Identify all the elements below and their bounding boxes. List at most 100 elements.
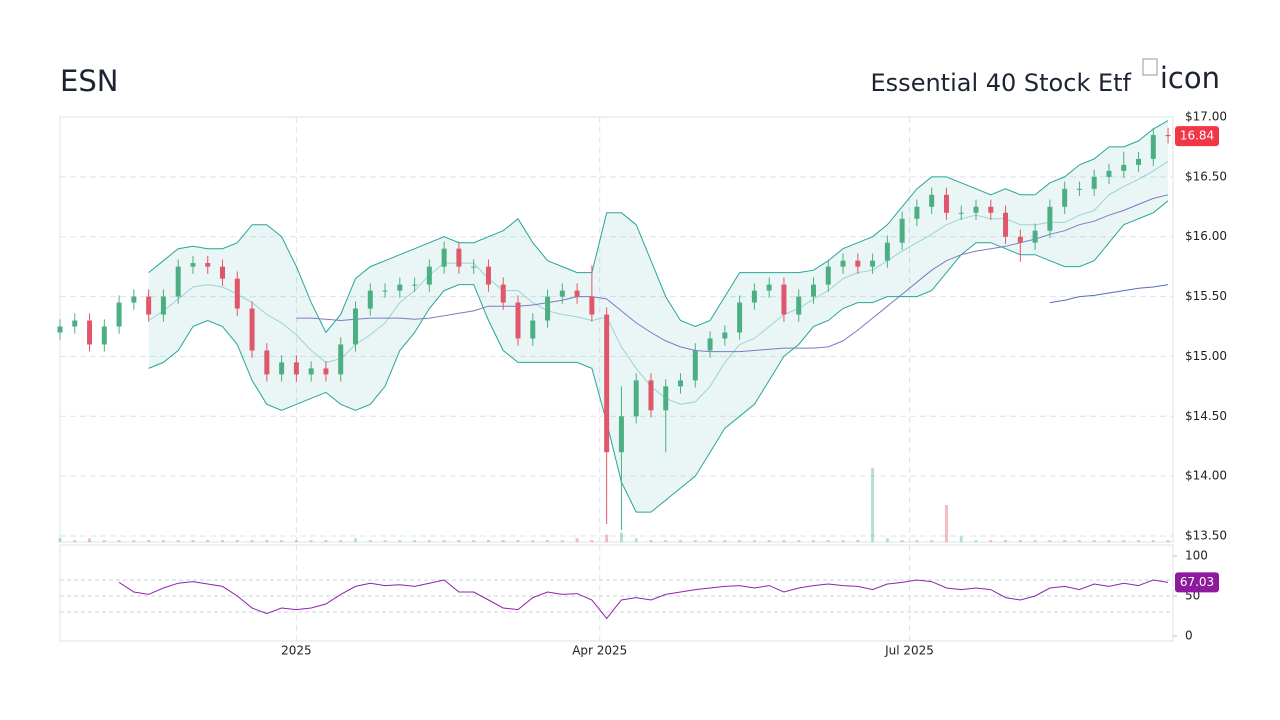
candle-body — [855, 260, 861, 267]
candle-body — [530, 320, 536, 339]
volume-bar — [265, 540, 269, 542]
candle-body — [249, 308, 255, 351]
candle-body — [57, 326, 63, 333]
y-tick-label: $14.00 — [1185, 469, 1227, 483]
candle-body — [1003, 212, 1009, 237]
volume-bar — [147, 540, 151, 542]
rsi-panel — [59, 544, 1174, 642]
candle-body — [308, 368, 314, 375]
candle-body — [515, 302, 521, 339]
candle-body — [1076, 188, 1082, 190]
candle-body — [751, 290, 757, 303]
candle-body — [412, 284, 418, 286]
volume-bar — [1137, 540, 1141, 542]
candle-body — [870, 260, 876, 267]
candle-body — [1062, 188, 1068, 207]
candle-body — [914, 206, 920, 219]
volume-bar — [590, 540, 594, 542]
candle-body — [559, 290, 565, 297]
volume-bar — [782, 540, 786, 542]
volume-bar — [959, 536, 963, 542]
candle-body — [1150, 134, 1156, 159]
volume-bar — [102, 540, 106, 542]
candle-body — [264, 350, 270, 375]
candle-body — [722, 332, 728, 339]
candle-body — [116, 302, 122, 327]
volume-bar — [413, 540, 417, 542]
candle-body — [545, 296, 551, 321]
y-tick-label: $16.00 — [1185, 229, 1227, 243]
y-tick-label: $16.50 — [1185, 169, 1227, 183]
volume-bar — [974, 540, 978, 542]
candle-body — [441, 248, 447, 267]
volume-bar — [560, 540, 564, 542]
volume-bar — [442, 540, 446, 542]
band-middle — [148, 160, 1169, 405]
candle-body — [293, 362, 299, 375]
volume-bar — [767, 540, 771, 542]
volume-bar — [1077, 540, 1081, 542]
volume-bar — [1048, 540, 1052, 542]
volume-bar — [457, 540, 461, 542]
candle-body — [160, 296, 166, 315]
candle-body — [1106, 170, 1112, 177]
volume-bar — [486, 540, 490, 542]
candle-body — [1136, 158, 1142, 165]
volume-bar — [235, 540, 239, 542]
candle-body — [87, 320, 93, 345]
volume-bar — [841, 540, 845, 542]
chart-title: ESN — [60, 64, 118, 98]
volume-bar — [472, 540, 476, 542]
candle-body — [692, 350, 698, 381]
volume-bar — [88, 538, 92, 542]
volume-bar — [206, 540, 210, 542]
volume-bar — [1092, 540, 1096, 542]
candle-body — [279, 362, 285, 375]
candle-body — [633, 380, 639, 417]
volume-bar — [826, 540, 830, 542]
volume-bar — [856, 540, 860, 542]
candle-body — [456, 248, 462, 267]
volume-bar — [797, 540, 801, 542]
volume-bar — [516, 540, 520, 542]
candle-body — [1121, 164, 1127, 171]
candle-body — [604, 314, 610, 453]
volume-bar — [383, 540, 387, 542]
candle-body — [678, 380, 684, 387]
last-rsi-tag-bg — [1175, 572, 1219, 593]
volume-bar — [723, 540, 727, 542]
volume-bar — [1063, 540, 1067, 542]
candle-body — [1165, 134, 1171, 137]
candle-body — [382, 290, 388, 292]
volume-bar — [73, 540, 77, 542]
candle-body — [397, 284, 403, 291]
volume-bar — [811, 540, 815, 542]
volume-bar — [324, 540, 328, 542]
volume-bar — [885, 538, 889, 542]
candle-body — [190, 263, 196, 267]
candle-body — [648, 380, 654, 411]
volume-bar — [649, 540, 653, 542]
volume-bar — [353, 538, 357, 542]
candle-body — [663, 386, 669, 411]
last-price-tag-bg — [1175, 126, 1219, 147]
volume-bar — [250, 540, 254, 542]
volume-bar — [368, 540, 372, 542]
rsi-line — [118, 579, 1169, 620]
candle-body — [500, 284, 506, 303]
volume-bar — [930, 540, 934, 542]
volume-bar — [161, 540, 165, 542]
candle-body — [323, 368, 329, 375]
candle-body — [131, 296, 137, 303]
candle-body — [1047, 206, 1053, 231]
volume-bar — [679, 540, 683, 542]
volume-bar — [1107, 540, 1111, 542]
candle-body — [929, 194, 935, 207]
volume-bar — [989, 540, 993, 542]
candle-body — [352, 308, 358, 345]
volume-bar — [191, 540, 195, 542]
candle-body — [825, 266, 831, 285]
candle-body — [884, 242, 890, 261]
volume-bar — [58, 538, 62, 542]
